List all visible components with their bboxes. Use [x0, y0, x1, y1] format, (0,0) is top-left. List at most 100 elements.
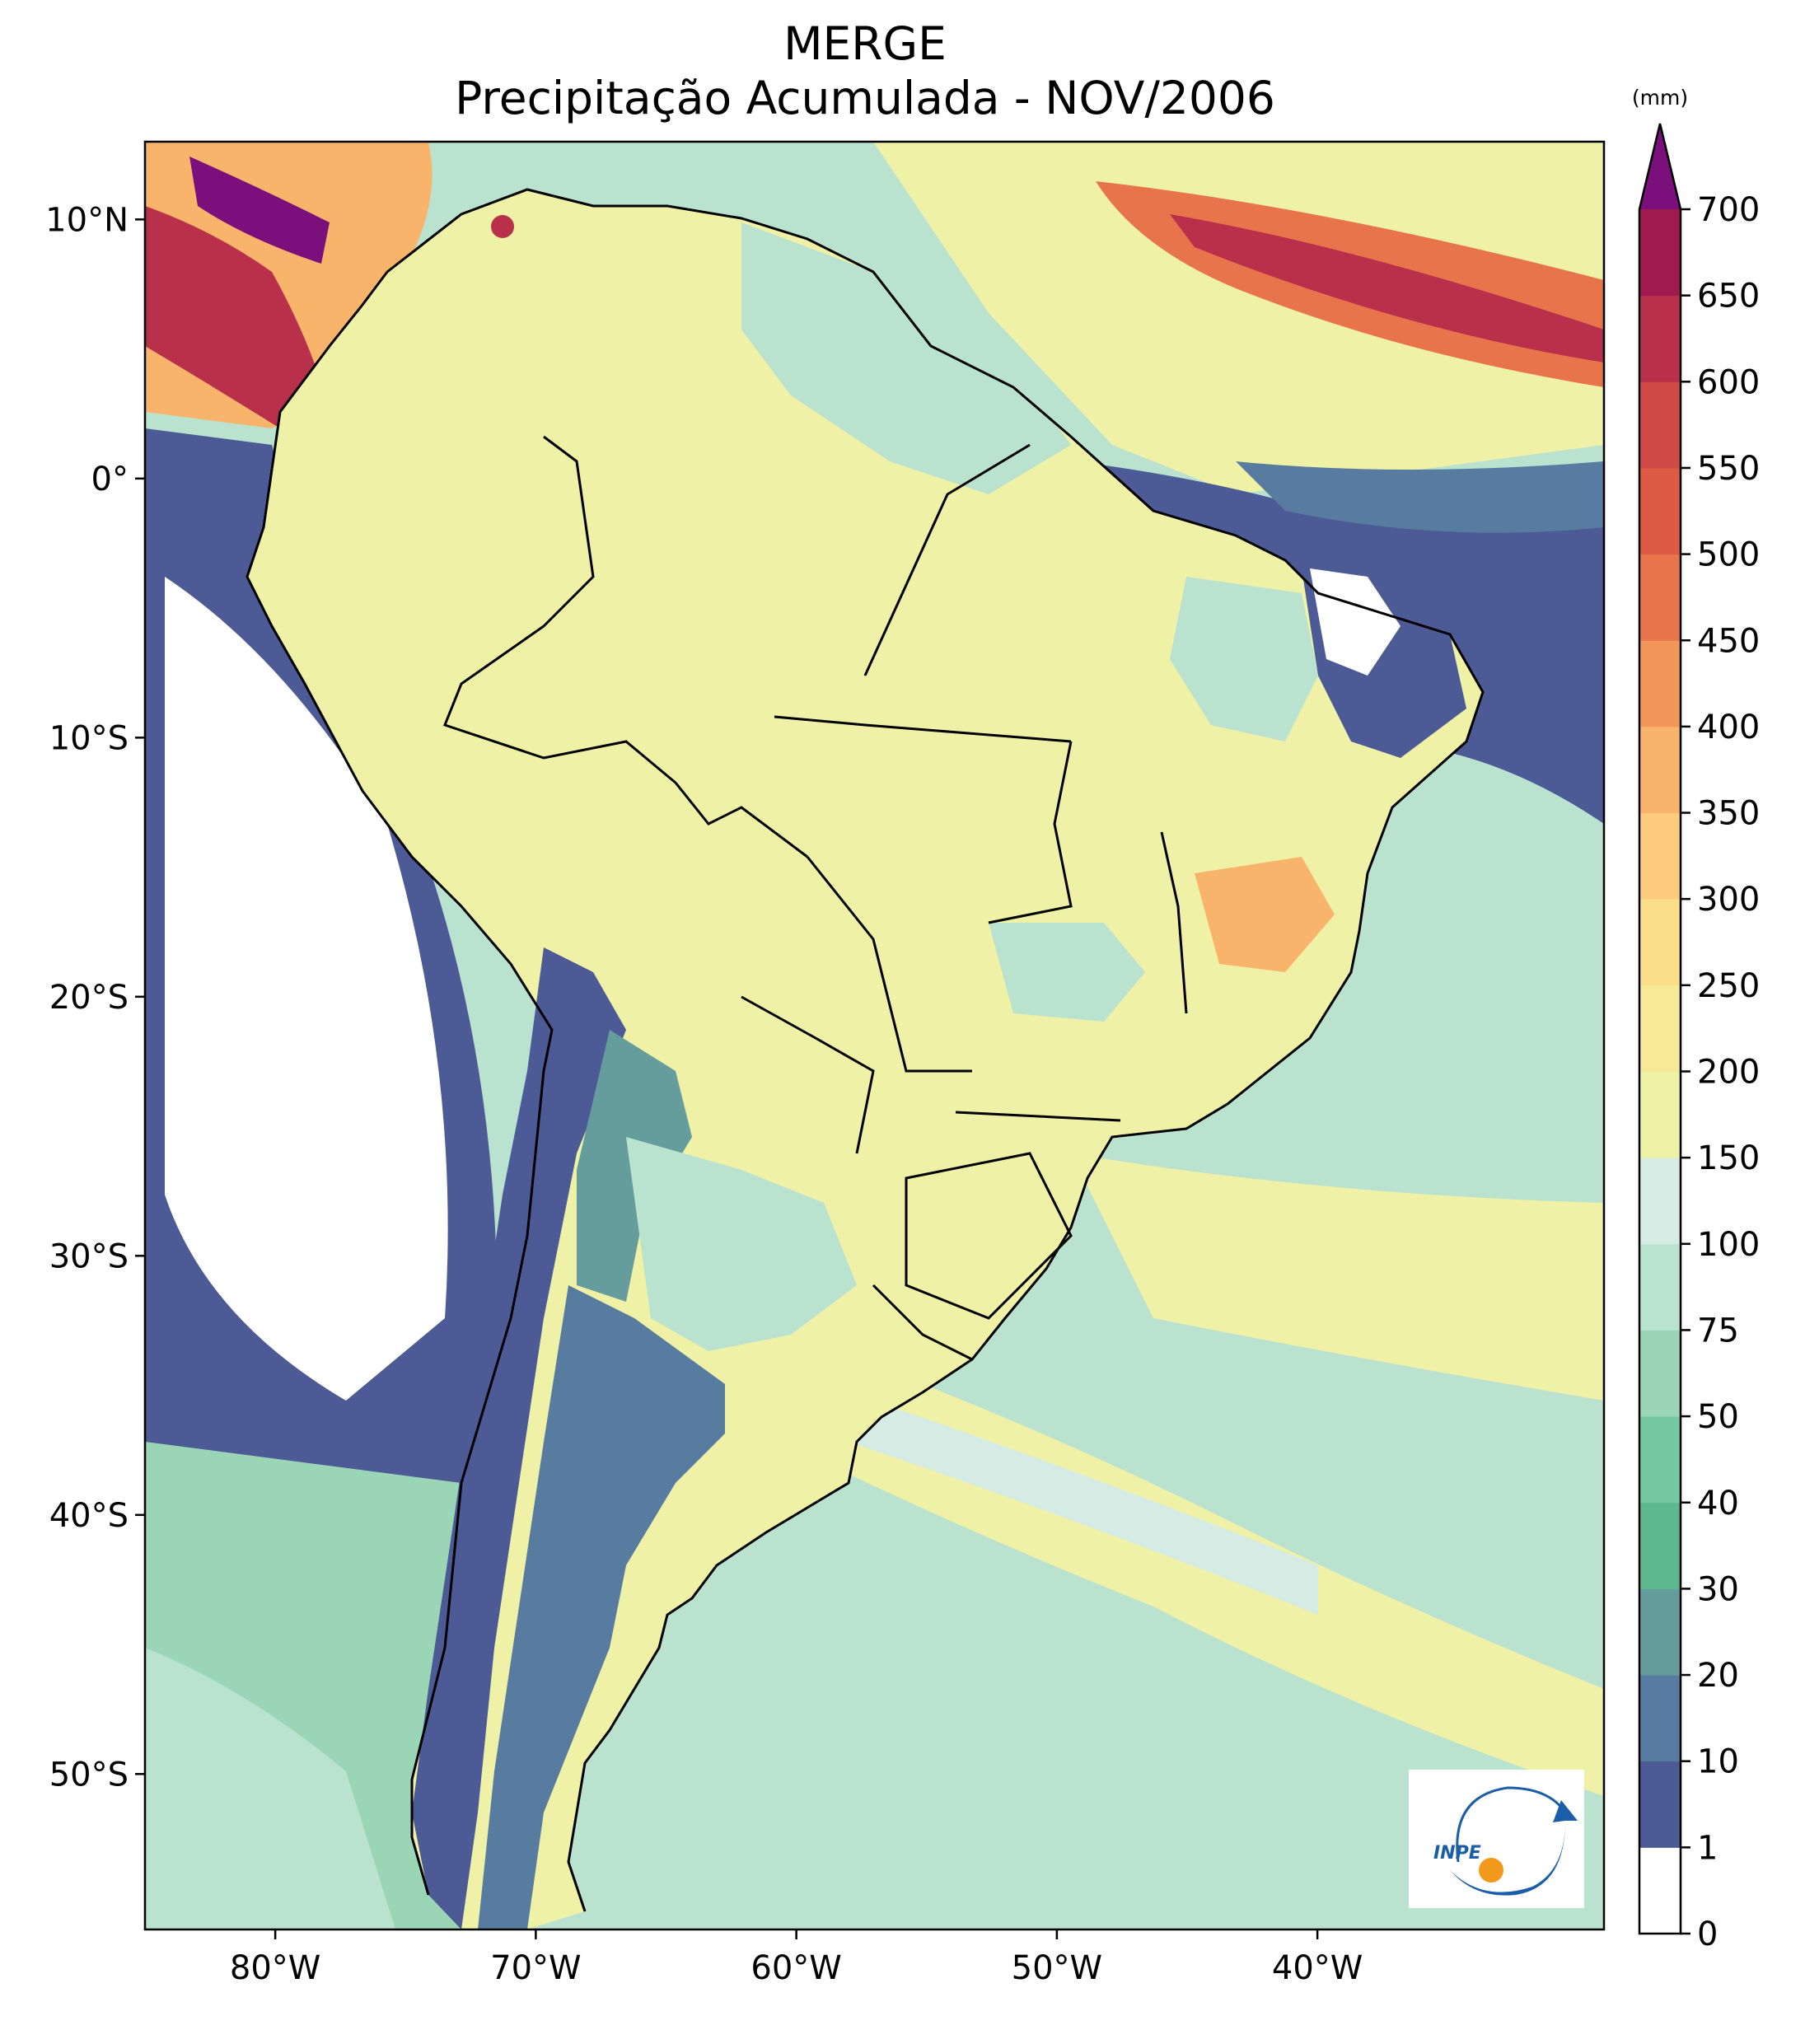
- colorbar-segment: [1639, 209, 1681, 297]
- colorbar-tick-label: 30: [1697, 1570, 1739, 1608]
- west-coastline: [245, 271, 554, 1896]
- colorbar-segment: [1639, 1761, 1681, 1848]
- itcz-band: [873, 142, 1604, 494]
- ne-ocean-band: [1236, 461, 1604, 533]
- south-atlantic-band: [1071, 1153, 1604, 1401]
- pacific-no-rain: [165, 577, 448, 1401]
- colorbar: 0 1 10 20 30 40 50 75 100 150 200 250 300 350 400 450 50…: [1638, 123, 1760, 1953]
- logo-text: INPE: [1433, 1843, 1481, 1864]
- y-tick-label: 10°S: [49, 719, 129, 757]
- y-tick-label: 20°S: [49, 979, 129, 1017]
- patagonia-dry: [478, 1285, 725, 1929]
- colorbar-segment: [1639, 1416, 1681, 1504]
- colorbar-segment: [1639, 554, 1681, 641]
- colorbar-tick-label: 100: [1697, 1226, 1760, 1264]
- state-border-1: [863, 443, 1031, 676]
- ne-brazil-moderate: [1170, 577, 1318, 741]
- x-axis: 80°W 70°W 60°W 50°W 40°W: [230, 1929, 1363, 1987]
- logo-orbit-icon: [1456, 1786, 1567, 1863]
- colorbar-segment: [1639, 1071, 1681, 1158]
- colorbar-segment: [1639, 295, 1681, 382]
- colorbar-tick-label: 400: [1697, 709, 1760, 746]
- uruguay-border: [872, 1284, 973, 1361]
- colorbar-tick-label: 75: [1697, 1312, 1739, 1349]
- colorbar-extend-max: [1639, 124, 1681, 209]
- colorbar-tick-label: 300: [1697, 881, 1760, 919]
- sw-atlantic-light: [824, 1384, 1318, 1615]
- colorbar-tick-label: 20: [1697, 1657, 1739, 1695]
- minas-wet-core: [1195, 857, 1335, 972]
- guianas-moderate: [741, 222, 1071, 494]
- x-tick-label: 40°W: [1272, 1949, 1363, 1987]
- colorbar-tick-label: 350: [1697, 795, 1760, 833]
- y-tick-label: 0°: [91, 461, 129, 498]
- colorbar-segment: [1639, 1588, 1681, 1676]
- y-axis: 10°N 0° 10°S 20°S 30°S 40°S 50°S: [45, 201, 145, 1794]
- colorbar-tick-label: 1: [1697, 1829, 1718, 1867]
- state-border-4: [806, 856, 972, 1073]
- colorbar-tick-label: 500: [1697, 536, 1760, 574]
- map-frame: [143, 140, 1606, 1931]
- x-tick-label: 70°W: [490, 1949, 581, 1987]
- colorbar-segment: [1639, 1502, 1681, 1589]
- colorbar-segment: [1639, 812, 1681, 900]
- x-tick-label: 80°W: [230, 1949, 320, 1987]
- y-tick-label: 50°S: [49, 1756, 129, 1794]
- south-pacific-light: [145, 1648, 395, 1929]
- colorbar-tick-label: 50: [1697, 1398, 1739, 1436]
- state-border-2: [774, 715, 1072, 743]
- y-tick-label: 10°N: [45, 201, 129, 239]
- colorbar-tick-label: 450: [1697, 622, 1760, 660]
- colorbar-tick-label: 0: [1697, 1915, 1718, 1953]
- colorbar-segment: [1639, 899, 1681, 986]
- brazil-west-border: [443, 435, 808, 858]
- logo-arrow-icon: [1450, 1800, 1578, 1896]
- map-subtitle: Precipitação Acumulada - NOV/2006: [455, 72, 1275, 124]
- sc-border: [955, 1111, 1121, 1122]
- colorbar-tick-label: 650: [1697, 278, 1760, 316]
- state-border-5: [1160, 831, 1188, 1014]
- state-border-3: [988, 741, 1073, 924]
- x-tick-label: 60°W: [751, 1949, 841, 1987]
- y-tick-label: 40°S: [49, 1497, 129, 1535]
- choco-max: [145, 206, 330, 428]
- colorbar-tick-label: 550: [1697, 450, 1760, 488]
- itcz-max: [1170, 214, 1604, 362]
- colorbar-segment: [1639, 381, 1681, 469]
- colorbar-tick-label: 10: [1697, 1743, 1739, 1781]
- colorbar-segment: [1639, 640, 1681, 727]
- colorbar-segment: [1639, 1330, 1681, 1417]
- colorbar-tick-label: 700: [1697, 191, 1760, 229]
- colorbar-tick-label: 250: [1697, 967, 1760, 1005]
- colorbar-tick-label: 150: [1697, 1139, 1760, 1177]
- colorbar-segment: [1639, 1243, 1681, 1331]
- colorbar-segment: [1639, 1675, 1681, 1762]
- ne-brazil-no-rain: [1310, 568, 1401, 676]
- colorbar-segment: [1639, 985, 1681, 1072]
- precipitation-field: [145, 142, 1604, 1929]
- colorbar-unit: (mm): [1632, 86, 1688, 110]
- colorbar-tick-label: 200: [1697, 1054, 1760, 1092]
- maracaibo-max: [491, 215, 514, 238]
- inpe-logo: INPE: [1409, 1770, 1584, 1908]
- andes-dry-strip: [412, 947, 626, 1929]
- colorbar-tick-label: 40: [1697, 1485, 1739, 1522]
- colorbar-outline: [1638, 123, 1682, 1935]
- rs-border: [905, 1152, 1073, 1320]
- coastline: [386, 188, 1485, 1912]
- pampas-moderate: [626, 1137, 857, 1351]
- colorbar-segment: [1639, 467, 1681, 555]
- colorbar-segment: [1639, 1158, 1681, 1245]
- logo-sun-icon: [1479, 1858, 1503, 1883]
- paraguay-border: [741, 995, 875, 1154]
- colorbar-tick-label: 600: [1697, 363, 1760, 401]
- borders: [245, 188, 1485, 1912]
- x-tick-label: 50°W: [1012, 1949, 1102, 1987]
- colorbar-segment: [1639, 726, 1681, 814]
- colorbar-segment: [1639, 1847, 1681, 1934]
- y-tick-label: 30°S: [49, 1237, 129, 1275]
- sp-moderate: [989, 923, 1145, 1022]
- panama-max: [189, 157, 330, 264]
- map-title: MERGE: [783, 17, 947, 70]
